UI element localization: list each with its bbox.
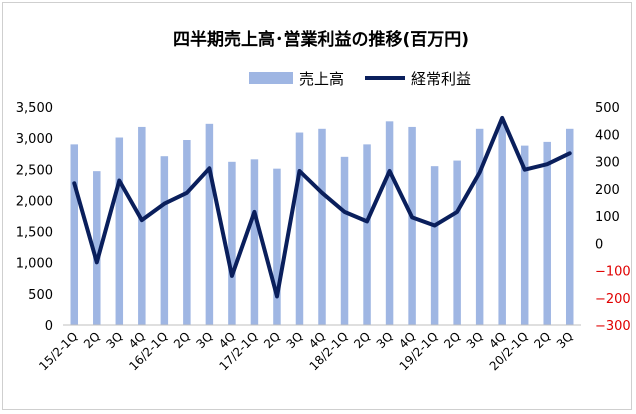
line-point xyxy=(568,151,572,155)
bar xyxy=(115,137,124,325)
bar xyxy=(273,168,281,325)
x-tick-label: 3Q xyxy=(103,329,125,351)
x-tick-label: 2Q xyxy=(351,329,373,351)
bar-series xyxy=(70,121,574,326)
right-tick-label: 0 xyxy=(595,237,603,252)
x-tick-label: 2Q xyxy=(171,329,193,351)
chart-frame: 四半期売上高･営業利益の推移(百万円) 売上高 経常利益 0 500 1,000 1,5… xyxy=(2,2,632,410)
legend-label-line: 経常利益 xyxy=(411,70,471,88)
line-point xyxy=(275,294,279,298)
bar xyxy=(318,128,326,325)
bar xyxy=(453,160,461,325)
line-point xyxy=(117,179,121,183)
legend: 売上高 経常利益 xyxy=(249,70,471,88)
right-tick-label: −100 xyxy=(595,265,631,280)
line-point xyxy=(297,169,301,173)
line-point xyxy=(185,191,189,195)
right-tick-label: 300 xyxy=(595,156,620,171)
bar xyxy=(475,128,484,325)
line-point xyxy=(410,215,414,219)
line-point xyxy=(252,210,256,214)
left-tick-label: 1,000 xyxy=(16,257,53,272)
x-tick-label: 15/2-1Q xyxy=(36,329,80,373)
line-point xyxy=(207,166,211,170)
right-tick-label: 100 xyxy=(595,210,620,225)
bar xyxy=(160,156,169,325)
x-tick-label: 3Q xyxy=(194,329,216,351)
bar xyxy=(430,166,439,325)
chart-title: 四半期売上高･営業利益の推移(百万円) xyxy=(173,29,469,50)
bar xyxy=(520,145,529,325)
line-point xyxy=(478,170,482,174)
left-tick-label: 3,500 xyxy=(16,101,53,116)
left-tick-label: 0 xyxy=(45,319,53,334)
left-tick-label: 500 xyxy=(28,288,53,303)
x-tick-label: 3Q xyxy=(464,329,486,351)
left-axis: 0 500 1,000 1,500 2,000 2,500 3,000 3,500 xyxy=(16,101,53,334)
x-tick-label: 3Q xyxy=(374,329,396,351)
line-point xyxy=(72,181,76,185)
line-point xyxy=(320,191,324,195)
bar xyxy=(205,123,214,326)
right-tick-label: 400 xyxy=(595,128,620,143)
line-point xyxy=(95,260,99,264)
bar xyxy=(228,161,236,325)
left-tick-label: 2,000 xyxy=(16,194,53,209)
x-tick-label: 2Q xyxy=(441,329,463,351)
line-point xyxy=(455,210,459,214)
right-tick-label: −200 xyxy=(595,292,631,307)
right-tick-label: 200 xyxy=(595,183,620,198)
bar xyxy=(340,156,349,325)
line-series xyxy=(72,115,572,299)
bar xyxy=(543,141,551,325)
legend-label-bar: 売上高 xyxy=(299,70,344,88)
bar xyxy=(138,126,146,325)
line-point xyxy=(343,210,347,214)
bar xyxy=(93,171,101,325)
x-tick-label: 3Q xyxy=(284,329,306,351)
bar xyxy=(363,144,371,325)
bar xyxy=(250,159,259,325)
x-tick-label: 2Q xyxy=(261,329,283,351)
x-tick-label: 2Q xyxy=(531,329,553,351)
line-point xyxy=(162,202,166,206)
line-point xyxy=(500,116,504,120)
right-axis: −300 −200 −100 0 100 200 300 400 500 xyxy=(595,101,631,334)
line-point xyxy=(545,162,549,166)
bar xyxy=(70,144,79,325)
left-tick-label: 1,500 xyxy=(16,226,53,241)
bar xyxy=(183,140,191,325)
right-tick-label: −300 xyxy=(595,319,631,334)
line-point xyxy=(388,169,392,173)
line-point xyxy=(140,218,144,222)
line-point xyxy=(523,168,527,172)
left-tick-label: 2,500 xyxy=(16,163,53,178)
legend-swatch-bar xyxy=(249,72,293,84)
line-point xyxy=(365,219,369,223)
right-tick-label: 500 xyxy=(595,101,620,116)
x-tick-label: 3Q xyxy=(554,329,576,351)
chart-svg: 四半期売上高･営業利益の推移(百万円) 売上高 経常利益 0 500 1,000 1,5… xyxy=(16,29,631,373)
bar xyxy=(385,121,394,325)
bar xyxy=(565,128,574,325)
bar xyxy=(498,121,506,325)
line-point xyxy=(230,274,234,278)
bar xyxy=(408,126,416,325)
left-tick-label: 3,000 xyxy=(16,132,53,147)
x-tick-label: 2Q xyxy=(81,329,103,351)
line-point xyxy=(433,224,437,228)
bar xyxy=(295,132,304,325)
